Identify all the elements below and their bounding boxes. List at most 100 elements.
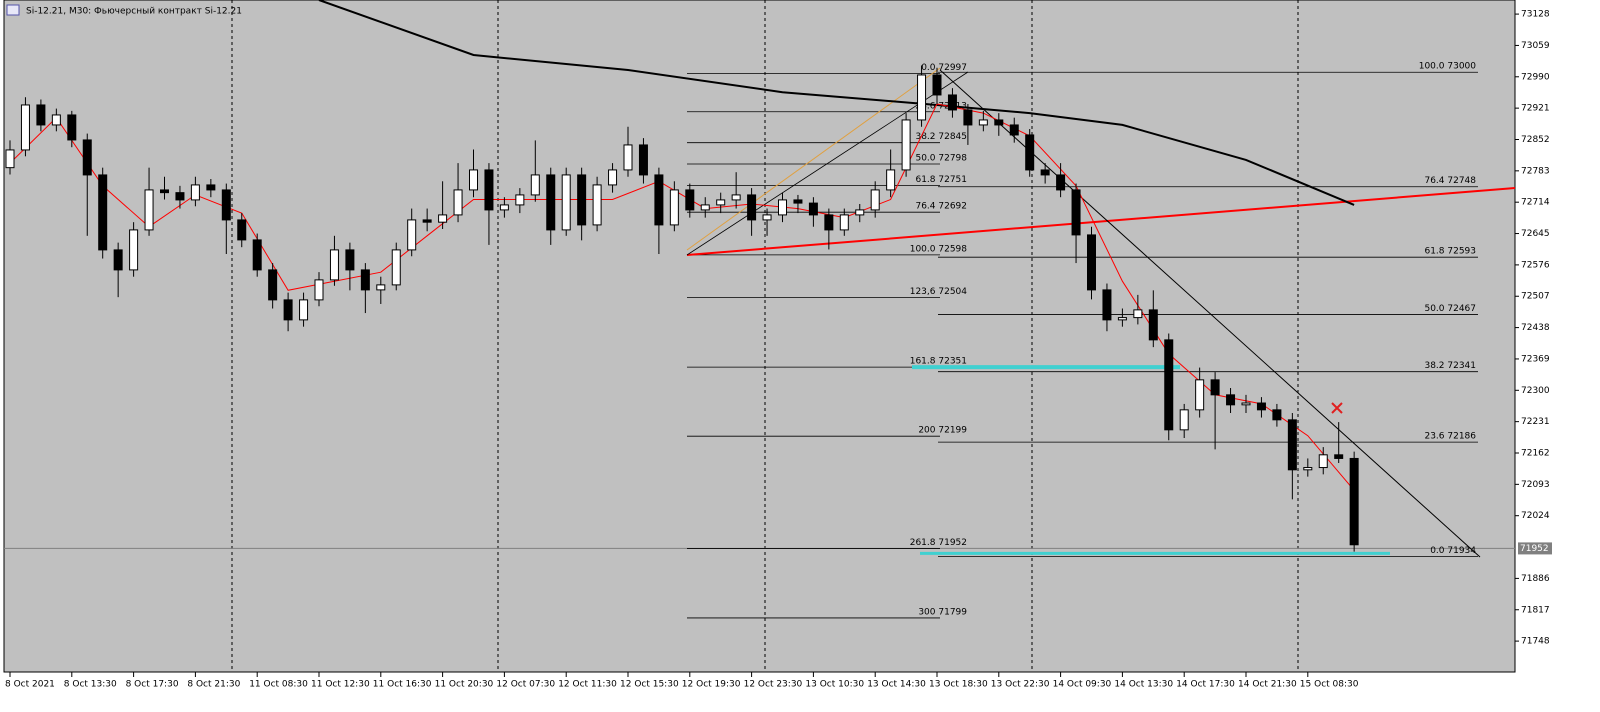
plot-layer: 73128 73059 72990 72921 72852 72783 72714 72645… xyxy=(4,0,1552,690)
candle-body xyxy=(716,199,726,206)
candle-body xyxy=(484,169,494,211)
x-tick-label: 11 Oct 20:30 xyxy=(435,680,494,690)
cross-marker xyxy=(1331,402,1343,414)
fib-label: 0.0 71934 xyxy=(1430,546,1476,556)
fib-label: 50.0 72467 xyxy=(1424,304,1476,314)
candle-body xyxy=(963,109,973,126)
candle-body xyxy=(20,104,30,151)
y-tick-label: 72783 xyxy=(1521,166,1550,176)
x-tick-label: 14 Oct 21:30 xyxy=(1238,680,1297,690)
candle-body xyxy=(237,219,247,241)
candle-body xyxy=(453,189,463,216)
fib-label: 123,6 72504 xyxy=(910,287,968,297)
plot-area xyxy=(3,0,1516,673)
moving-average xyxy=(9,103,1355,491)
candle-body xyxy=(747,194,757,221)
x-tick-label: 8 Oct 13:30 xyxy=(64,680,117,690)
candle-body xyxy=(1133,309,1143,319)
y-tick-label: 71748 xyxy=(1521,637,1550,647)
y-tick-label: 71817 xyxy=(1521,605,1550,615)
candle-body xyxy=(1056,174,1066,191)
candle-body xyxy=(407,219,417,251)
x-tick-label: 8 Oct 2021 xyxy=(5,680,55,690)
x-tick-label: 14 Oct 13:30 xyxy=(1114,680,1173,690)
candle-body xyxy=(685,189,695,211)
candle-body xyxy=(1164,339,1174,431)
candle-body xyxy=(82,139,92,176)
y-tick-label: 72576 xyxy=(1521,260,1550,270)
candle-body xyxy=(1256,402,1266,411)
candle-body xyxy=(608,169,618,186)
fib-label: 38.2 72341 xyxy=(1424,361,1476,371)
candle-body xyxy=(1102,289,1112,321)
candle-body xyxy=(438,214,448,223)
candle-body xyxy=(67,114,77,141)
candle-body xyxy=(1195,379,1205,411)
window-icon xyxy=(6,4,20,16)
candle-body xyxy=(731,194,741,201)
candle-body xyxy=(391,249,401,286)
candle-body xyxy=(1071,189,1081,236)
y-tick-label: 72507 xyxy=(1521,292,1550,302)
current-price-box xyxy=(1518,542,1552,555)
y-tick-label: 72231 xyxy=(1521,417,1550,427)
current-price-label: 71952 xyxy=(1520,544,1549,554)
candle-body xyxy=(283,299,293,321)
candle-body xyxy=(1287,419,1297,471)
candle-body xyxy=(190,184,200,201)
x-tick-label: 12 Oct 11:30 xyxy=(558,680,617,690)
candle-body xyxy=(499,204,509,211)
y-tick-label: 72438 xyxy=(1521,323,1550,333)
candle-body xyxy=(206,184,216,191)
candle-body xyxy=(901,119,911,171)
x-tick-label: 13 Oct 14:30 xyxy=(867,680,926,690)
x-tick-label: 8 Oct 21:30 xyxy=(187,680,240,690)
candle-body xyxy=(793,199,803,204)
trend-line xyxy=(686,187,1516,256)
y-tick-label: 72300 xyxy=(1521,386,1550,396)
candle-body xyxy=(1349,457,1359,546)
x-tick-label: 12 Oct 23:30 xyxy=(744,680,803,690)
trend-line xyxy=(686,67,941,251)
fib-label: 300 71799 xyxy=(918,607,967,617)
candle-body xyxy=(839,214,849,231)
y-tick-label: 71886 xyxy=(1521,574,1550,584)
y-tick-label: 72162 xyxy=(1521,448,1550,458)
candle-body xyxy=(5,149,15,169)
candle-body xyxy=(1117,317,1127,321)
x-tick-label: 13 Oct 18:30 xyxy=(929,680,988,690)
candle-body xyxy=(221,189,231,221)
candle-body xyxy=(1025,134,1035,171)
candle-body xyxy=(577,174,587,226)
candle-body xyxy=(638,144,648,176)
candle-body xyxy=(654,174,664,226)
candle-body xyxy=(978,119,988,126)
chart-title: Si-12.21, M30: Фьючерсный контракт Si-12… xyxy=(26,7,242,17)
y-tick-label: 72990 xyxy=(1521,72,1550,82)
candle-body xyxy=(669,189,679,226)
candle-body xyxy=(1303,467,1313,471)
candle-body xyxy=(515,194,525,206)
candle-body xyxy=(51,114,61,126)
candle-body xyxy=(1241,402,1251,406)
x-tick-label: 8 Oct 17:30 xyxy=(126,680,179,690)
period-separators xyxy=(231,0,1299,672)
candle-body xyxy=(1087,234,1096,291)
candle-body xyxy=(700,204,710,211)
candle-body xyxy=(530,174,540,196)
fib-label: 61.8 72593 xyxy=(1424,247,1476,257)
candle-body xyxy=(160,189,169,194)
candle-body xyxy=(422,219,432,223)
y-tick-label: 72921 xyxy=(1521,104,1550,114)
candle-body xyxy=(175,192,185,201)
fib-label: 200 72199 xyxy=(918,426,967,436)
candle-body xyxy=(113,249,123,271)
x-tick-label: 12 Oct 07:30 xyxy=(496,680,555,690)
candle-body xyxy=(824,214,834,231)
candle-body xyxy=(994,119,1004,126)
fib-label: 76.4 72692 xyxy=(915,202,967,212)
candle-body xyxy=(870,189,880,211)
candle-body xyxy=(252,239,262,271)
fib-label: 76.4 72748 xyxy=(1424,176,1476,186)
